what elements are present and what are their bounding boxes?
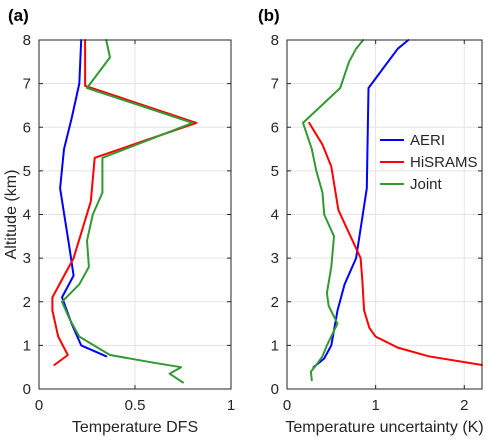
series-line-aeri [312,39,410,369]
y-tick-label: 6 [23,119,31,136]
y-tick-label: 0 [271,381,279,398]
x-tick-label: 1 [227,397,235,414]
y-tick-label: 3 [271,250,279,267]
legend-label-joint: Joint [410,176,443,193]
series-line-joint [302,39,365,382]
series-line-hisrams [51,39,198,366]
y-tick-label: 2 [271,294,279,311]
y-tick-label: 2 [23,294,31,311]
y-axis-label: Altitude (km) [3,170,20,260]
panel-b: 0 1 2 0 1 2 3 4 5 6 7 8 Temperature uncertainty (K) (… [258,6,484,436]
y-tick-label: 3 [23,250,31,267]
x-axis-label: Temperature DFS [72,419,198,436]
series-line-aeri [59,39,108,358]
series-line-joint [61,39,194,384]
series-line-hisrams [308,121,483,366]
x-tick-label: 1 [371,397,379,414]
y-tick-label: 8 [23,32,31,49]
x-tick-label: 2 [460,397,468,414]
legend-label-aeri: AERI [410,132,445,149]
y-tick-label: 1 [23,337,31,354]
y-tick-label: 7 [23,76,31,93]
y-tick-label: 4 [23,207,31,224]
y-tick-label: 0 [23,381,31,398]
legend-label-hisrams: HiSRAMS [410,154,478,171]
y-tick-label: 7 [271,76,279,93]
panel-a: 0 0.5 1 0 1 2 3 4 5 6 7 8 Temperature DFS Altitude (k… [3,6,235,436]
x-axis-label: Temperature uncertainty (K) [285,419,483,436]
y-tick-label: 5 [23,163,31,180]
x-tick-label: 0.5 [125,397,146,414]
y-tick-label: 6 [271,119,279,136]
legend: AERI HiSRAMS Joint [380,132,478,193]
y-tick-label: 4 [271,207,279,224]
y-tick-label: 8 [271,32,279,49]
panel-label: (b) [258,6,280,25]
y-tick-label: 5 [271,163,279,180]
x-tick-label: 0 [283,397,291,414]
y-tick-label: 1 [271,337,279,354]
x-tick-label: 0 [35,397,43,414]
panel-label: (a) [8,6,29,25]
